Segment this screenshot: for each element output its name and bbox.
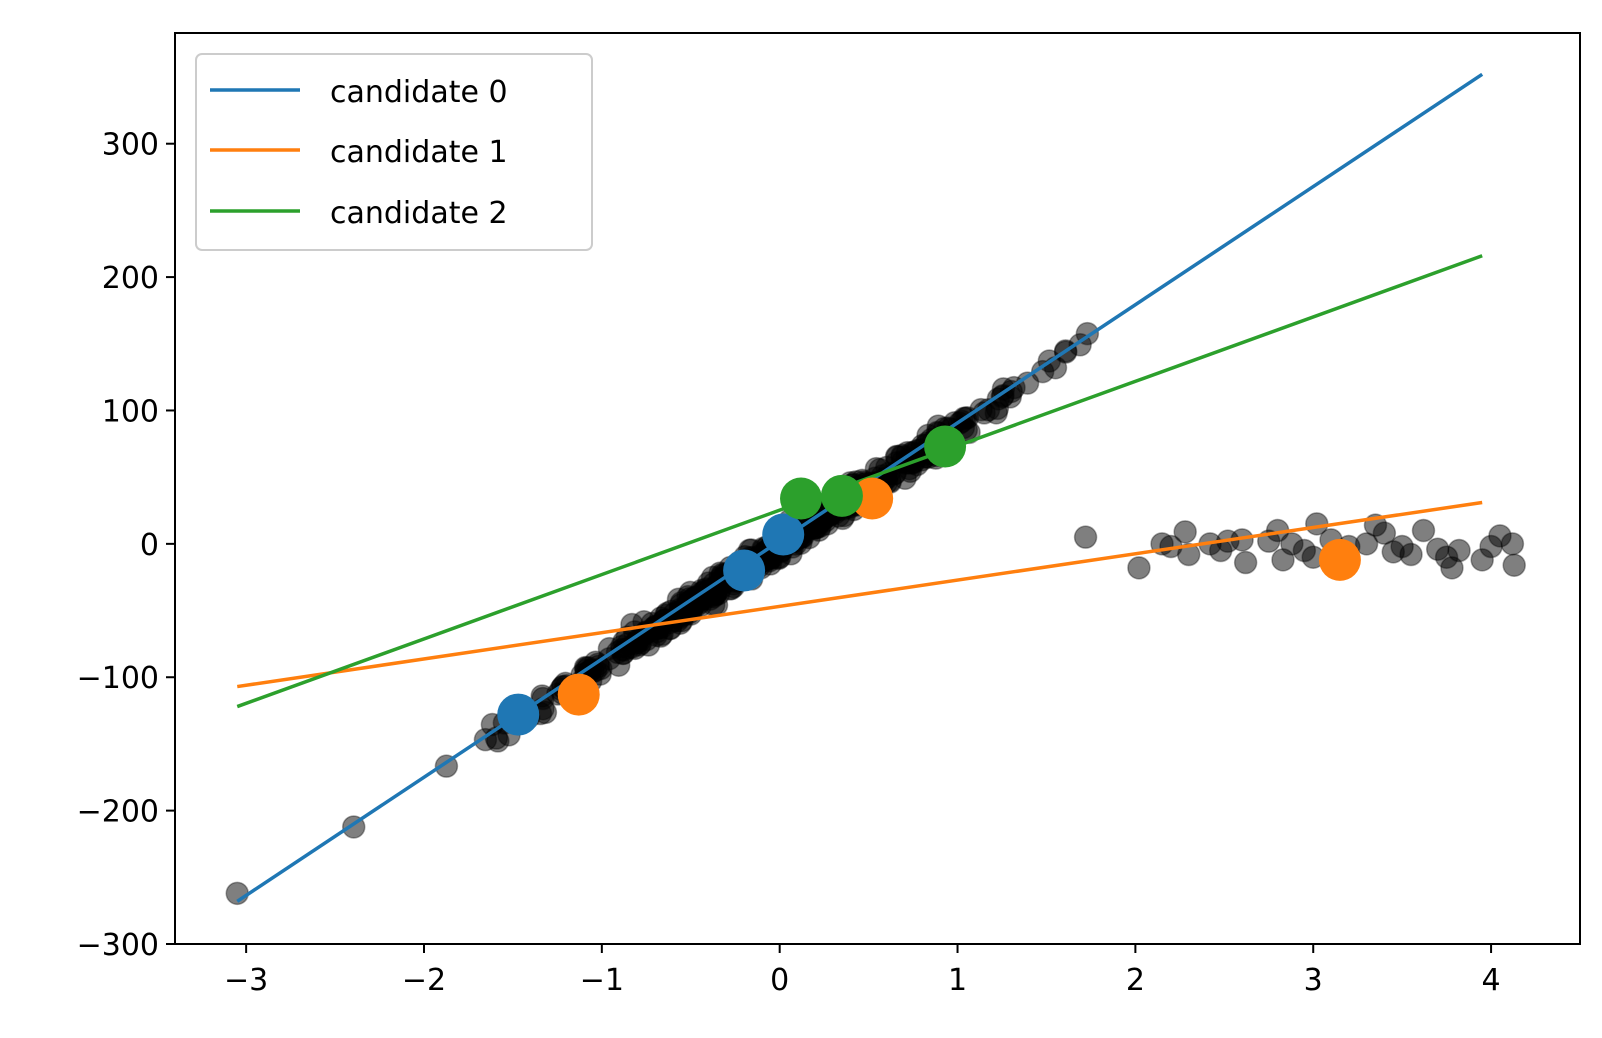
legend-box	[195, 53, 593, 251]
y-tick-label: 300	[102, 128, 159, 163]
marker-candidate-1	[1318, 538, 1361, 581]
line-candidate-1	[236, 500, 1483, 689]
marker-candidate-2	[924, 425, 967, 468]
scatter-point	[1447, 538, 1471, 563]
line-candidate-2	[236, 254, 1483, 709]
marker-candidate-2	[820, 474, 863, 517]
y-tick-label: 0	[140, 528, 159, 563]
legend-label-candidate-2: candidate 2	[330, 196, 508, 231]
marker-candidate-1	[557, 673, 600, 716]
scatter-point	[1399, 542, 1423, 567]
y-tick-label: 200	[102, 261, 159, 296]
x-tick-label: 0	[770, 963, 789, 998]
y-axis-ticks: −300 −200 −100 0 100 200 300	[77, 128, 175, 963]
marker-candidate-0	[497, 693, 540, 736]
marker-candidate-0	[723, 549, 766, 592]
scatter-point	[1500, 532, 1525, 556]
y-tick-label: −100	[77, 661, 159, 696]
y-tick-label: 100	[102, 394, 159, 429]
x-tick-label: −3	[224, 963, 268, 998]
scatter-point	[1173, 520, 1197, 544]
scatter-point	[1354, 532, 1379, 556]
y-tick-label: −200	[77, 795, 159, 830]
marker-candidate-1	[851, 477, 894, 520]
legend-label-candidate-0: candidate 0	[330, 75, 508, 110]
x-tick-label: 4	[1482, 963, 1501, 998]
legend: candidate 0 candidate 1 candidate 2	[195, 53, 593, 251]
scatter-point	[1233, 550, 1258, 575]
x-tick-label: −1	[580, 963, 624, 998]
x-tick-label: 2	[1126, 963, 1145, 998]
y-tick-label: −300	[77, 928, 159, 963]
marker-candidate-2	[780, 477, 823, 520]
x-axis-ticks: −3 −2 −1 0 1 2 3 4	[224, 944, 1501, 998]
plot-frame	[174, 32, 1581, 945]
scatter-point	[1502, 553, 1526, 577]
scatter-point	[1176, 542, 1201, 567]
scatter-point	[1372, 521, 1397, 545]
marker-candidate-0	[762, 513, 805, 556]
scatter-point	[1073, 525, 1098, 549]
scatter-point	[1127, 556, 1151, 580]
candidate-markers	[497, 425, 1361, 736]
scatter-point	[1411, 518, 1436, 543]
x-tick-label: 1	[948, 963, 967, 998]
x-tick-label: 3	[1304, 963, 1323, 998]
x-tick-label: −2	[402, 963, 446, 998]
legend-label-candidate-1: candidate 1	[330, 135, 508, 170]
